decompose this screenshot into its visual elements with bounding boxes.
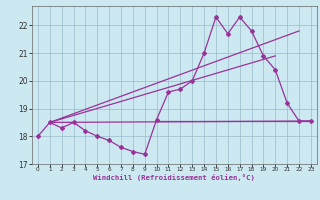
X-axis label: Windchill (Refroidissement éolien,°C): Windchill (Refroidissement éolien,°C) [93,174,255,181]
